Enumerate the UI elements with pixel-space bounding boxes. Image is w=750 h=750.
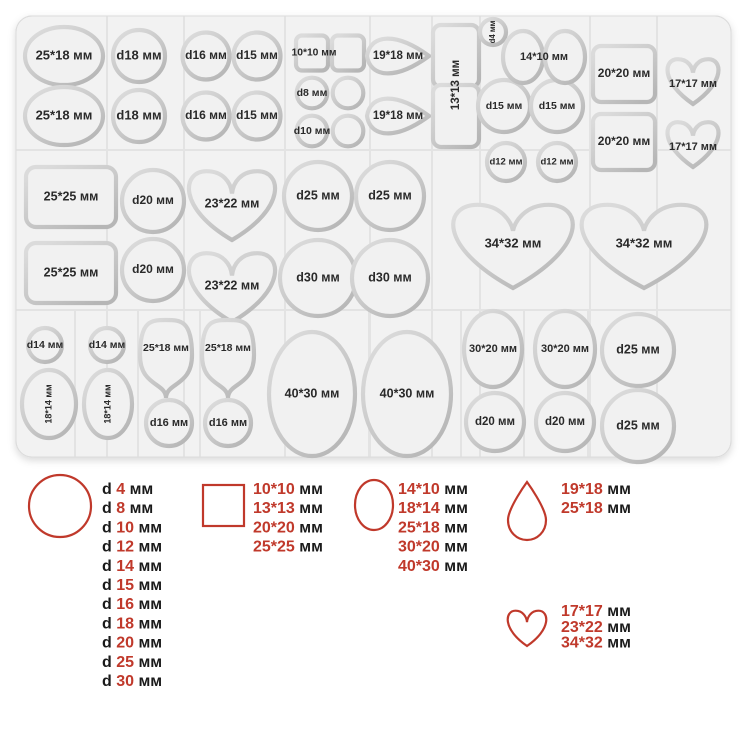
svg-text:d 12 мм: d 12 мм	[102, 539, 162, 556]
svg-text:20*20 мм: 20*20 мм	[253, 519, 323, 536]
svg-text:34*32 мм: 34*32 мм	[561, 635, 631, 652]
svg-text:25*25 мм: 25*25 мм	[44, 265, 99, 279]
svg-text:d12 мм: d12 мм	[540, 157, 573, 168]
svg-text:40*30 мм: 40*30 мм	[398, 558, 468, 575]
svg-text:d 15 мм: d 15 мм	[102, 577, 162, 594]
svg-text:d 14 мм: d 14 мм	[102, 558, 162, 575]
svg-text:13*13 мм: 13*13 мм	[253, 500, 323, 517]
svg-text:25*18 мм: 25*18 мм	[398, 519, 468, 536]
svg-text:10*10 мм: 10*10 мм	[253, 481, 323, 498]
svg-text:25*18 мм: 25*18 мм	[36, 47, 93, 62]
svg-text:23*22 мм: 23*22 мм	[561, 619, 631, 636]
svg-text:d16 мм: d16 мм	[185, 108, 227, 122]
svg-text:20*20 мм: 20*20 мм	[598, 134, 651, 148]
svg-text:34*32 мм: 34*32 мм	[616, 235, 673, 250]
svg-text:13*13 мм: 13*13 мм	[450, 60, 462, 110]
svg-text:d 18 мм: d 18 мм	[102, 615, 162, 632]
svg-text:d10 мм: d10 мм	[294, 125, 331, 137]
svg-text:d15 мм: d15 мм	[236, 108, 278, 122]
svg-text:17*17 мм: 17*17 мм	[669, 78, 717, 90]
svg-text:d30 мм: d30 мм	[296, 270, 340, 284]
svg-text:19*18 мм: 19*18 мм	[373, 110, 423, 122]
svg-text:19*18 мм: 19*18 мм	[373, 50, 423, 62]
svg-text:30*20 мм: 30*20 мм	[398, 539, 468, 556]
svg-text:d 10 мм: d 10 мм	[102, 519, 162, 536]
svg-text:d14 мм: d14 мм	[89, 339, 126, 351]
svg-text:d15 мм: d15 мм	[236, 48, 278, 62]
svg-text:d 20 мм: d 20 мм	[102, 635, 162, 652]
svg-text:30*20 мм: 30*20 мм	[469, 343, 517, 355]
svg-text:d25 мм: d25 мм	[616, 342, 660, 356]
svg-text:18*14 мм: 18*14 мм	[102, 384, 112, 424]
svg-text:25*18 мм: 25*18 мм	[36, 107, 93, 122]
svg-text:14*10 мм: 14*10 мм	[520, 51, 568, 63]
svg-text:10*10 мм: 10*10 мм	[291, 48, 336, 59]
svg-text:25*18 мм: 25*18 мм	[205, 342, 251, 354]
svg-text:19*18 мм: 19*18 мм	[561, 481, 631, 498]
svg-text:d 8 мм: d 8 мм	[102, 500, 153, 517]
svg-text:17*17 мм: 17*17 мм	[561, 603, 631, 620]
svg-text:40*30 мм: 40*30 мм	[285, 386, 340, 400]
svg-text:d16 мм: d16 мм	[185, 48, 227, 62]
svg-text:d18 мм: d18 мм	[116, 47, 161, 62]
svg-text:d 16 мм: d 16 мм	[102, 596, 162, 613]
svg-text:d25 мм: d25 мм	[296, 188, 340, 202]
svg-text:d20 мм: d20 мм	[132, 193, 174, 207]
svg-text:34*32 мм: 34*32 мм	[485, 235, 542, 250]
svg-text:40*30 мм: 40*30 мм	[380, 386, 435, 400]
svg-text:25*25 мм: 25*25 мм	[253, 539, 323, 556]
svg-text:d20 мм: d20 мм	[475, 416, 515, 428]
svg-text:d30 мм: d30 мм	[368, 270, 412, 284]
svg-text:18*14 мм: 18*14 мм	[398, 500, 468, 517]
svg-text:d8 мм: d8 мм	[297, 87, 328, 99]
svg-text:d 30 мм: d 30 мм	[102, 673, 162, 690]
svg-text:18*14 мм: 18*14 мм	[43, 384, 53, 424]
svg-text:25*25 мм: 25*25 мм	[44, 189, 99, 203]
svg-text:d12 мм: d12 мм	[489, 157, 522, 168]
svg-text:d16 мм: d16 мм	[209, 417, 247, 429]
svg-text:d18 мм: d18 мм	[116, 107, 161, 122]
svg-text:30*20 мм: 30*20 мм	[541, 343, 589, 355]
svg-text:25*18 мм: 25*18 мм	[561, 500, 631, 517]
svg-text:d16 мм: d16 мм	[150, 417, 188, 429]
svg-text:23*22 мм: 23*22 мм	[205, 196, 260, 210]
svg-text:d15 мм: d15 мм	[539, 100, 576, 112]
svg-text:d20 мм: d20 мм	[545, 416, 585, 428]
svg-text:d15 мм: d15 мм	[486, 100, 523, 112]
svg-text:d4 мм: d4 мм	[488, 20, 497, 43]
svg-text:d25 мм: d25 мм	[368, 188, 412, 202]
svg-text:25*18 мм: 25*18 мм	[143, 342, 189, 354]
svg-text:d25 мм: d25 мм	[616, 418, 660, 432]
svg-text:d14 мм: d14 мм	[27, 339, 64, 351]
svg-text:14*10 мм: 14*10 мм	[398, 481, 468, 498]
svg-text:20*20 мм: 20*20 мм	[598, 66, 651, 80]
svg-text:d20 мм: d20 мм	[132, 262, 174, 276]
svg-text:17*17 мм: 17*17 мм	[669, 141, 717, 153]
svg-text:23*22 мм: 23*22 мм	[205, 278, 260, 292]
svg-text:d 4 мм: d 4 мм	[102, 481, 153, 498]
svg-text:d 25 мм: d 25 мм	[102, 654, 162, 671]
